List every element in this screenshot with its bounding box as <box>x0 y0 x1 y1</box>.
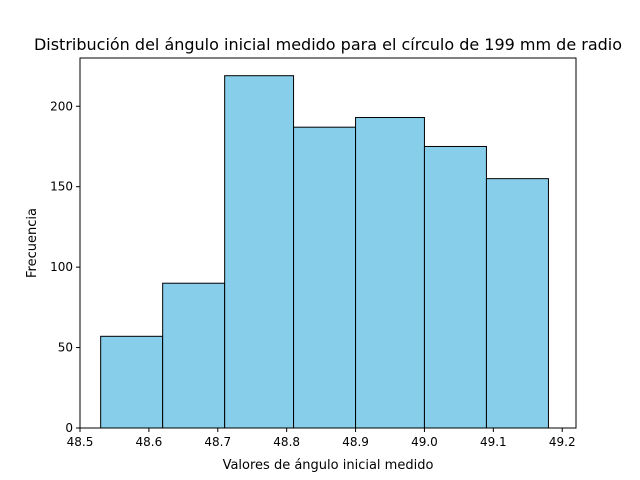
x-tick-label: 48.6 <box>136 435 163 449</box>
x-tick-label: 48.5 <box>67 435 94 449</box>
plot-frame <box>79 57 577 429</box>
histogram-bar-5 <box>355 117 425 429</box>
x-tick-label: 49.2 <box>549 435 576 449</box>
chart-title: Distribución del ángulo inicial medido p… <box>34 35 622 54</box>
bars-group <box>100 75 549 429</box>
x-tick-label: 49.0 <box>411 435 438 449</box>
y-axis-ticks: 0 50 100 150 200 <box>50 99 80 435</box>
x-tick-label: 49.1 <box>480 435 507 449</box>
histogram-bar-7 <box>485 178 549 429</box>
y-tick-label: 150 <box>50 180 73 194</box>
histogram-bar-2 <box>162 282 226 429</box>
histogram-bar-1 <box>100 335 164 429</box>
x-tick-label: 48.8 <box>273 435 300 449</box>
y-tick-label: 50 <box>58 341 73 355</box>
y-tick-label: 0 <box>65 421 73 435</box>
histogram-bar-6 <box>423 145 487 429</box>
histogram-bar-4 <box>293 126 357 429</box>
y-tick-label: 100 <box>50 260 73 274</box>
x-axis-label: Valores de ángulo inicial medido <box>223 458 434 473</box>
x-axis-ticks: 48.5 48.6 48.7 48.8 48.9 49.0 49.1 49.2 <box>67 428 576 449</box>
histogram-bar-3 <box>224 75 295 429</box>
x-tick-label: 48.7 <box>204 435 231 449</box>
y-tick-label: 200 <box>50 99 73 113</box>
y-axis-label: Frecuencia <box>25 208 40 278</box>
x-tick-label: 48.9 <box>342 435 369 449</box>
